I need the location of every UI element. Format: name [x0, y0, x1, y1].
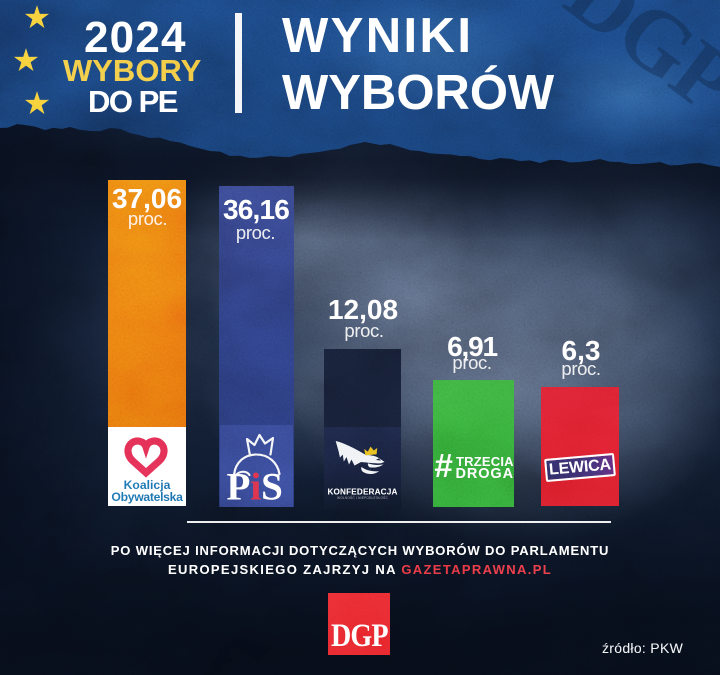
- svg-text:#: #: [435, 447, 453, 484]
- svg-text:WOLNOŚĆ I NIEPODLEGŁOŚĆ: WOLNOŚĆ I NIEPODLEGŁOŚĆ: [337, 495, 389, 500]
- svg-text:DROGA: DROGA: [456, 466, 514, 482]
- svg-text:Obywatelska: Obywatelska: [111, 490, 183, 504]
- svg-text:PiS: PiS: [227, 466, 283, 508]
